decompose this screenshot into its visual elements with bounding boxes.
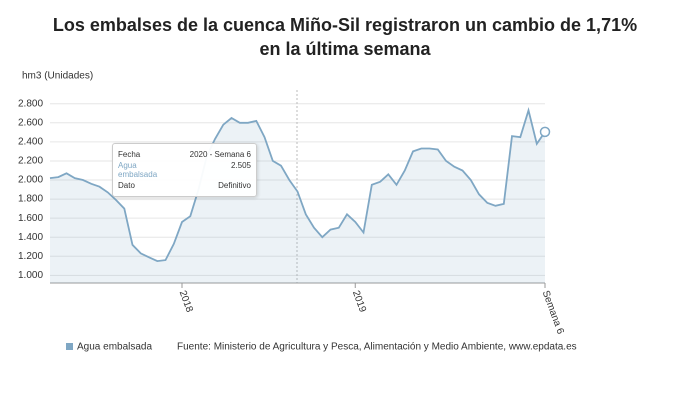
y-axis-label: hm3 (Unidades) [22,71,93,82]
y-tick-label: 2.200 [18,156,43,167]
y-tick-label: 1.200 [18,251,43,262]
line [49,107,546,263]
tooltip-label: Fecha [118,150,141,159]
tooltip: Fecha 2020 - Semana 6 Agua embalsada 2.505… [112,143,257,197]
source: Fuente: Ministerio de Agricultura y Pesc… [177,342,577,353]
point-marker [539,126,551,138]
area [50,110,545,284]
tooltip-value: 2020 - Semana 6 [189,150,251,159]
tooltip-value: Definitivo [218,181,251,190]
x-tick-label: 2018 [177,289,195,314]
x-tick-label: 2019 [350,289,368,314]
y-tick-label: 1.800 [18,194,43,205]
tooltip-label: Dato [118,181,135,190]
tooltip-label: Agua embalsada [118,161,158,179]
y-tick-label: 2.000 [18,175,43,186]
y-tick-label: 1.400 [18,232,43,243]
y-tick-label: 1.600 [18,213,43,224]
y-tick-label: 2.400 [18,137,43,148]
legend-swatch [66,343,73,350]
y-tick-label: 1.000 [18,270,43,281]
x-tick-label: Semana 6 [540,289,566,336]
tooltip-value: 2.505 [230,161,251,170]
chart-title: en la última semana [259,39,431,59]
chart-title: Los embalses de la cuenca Miño-Sil regis… [53,15,637,35]
y-tick-label: 2.800 [18,98,43,109]
y-tick-label: 2.600 [18,117,43,128]
legend-label: Agua embalsada [77,342,152,353]
